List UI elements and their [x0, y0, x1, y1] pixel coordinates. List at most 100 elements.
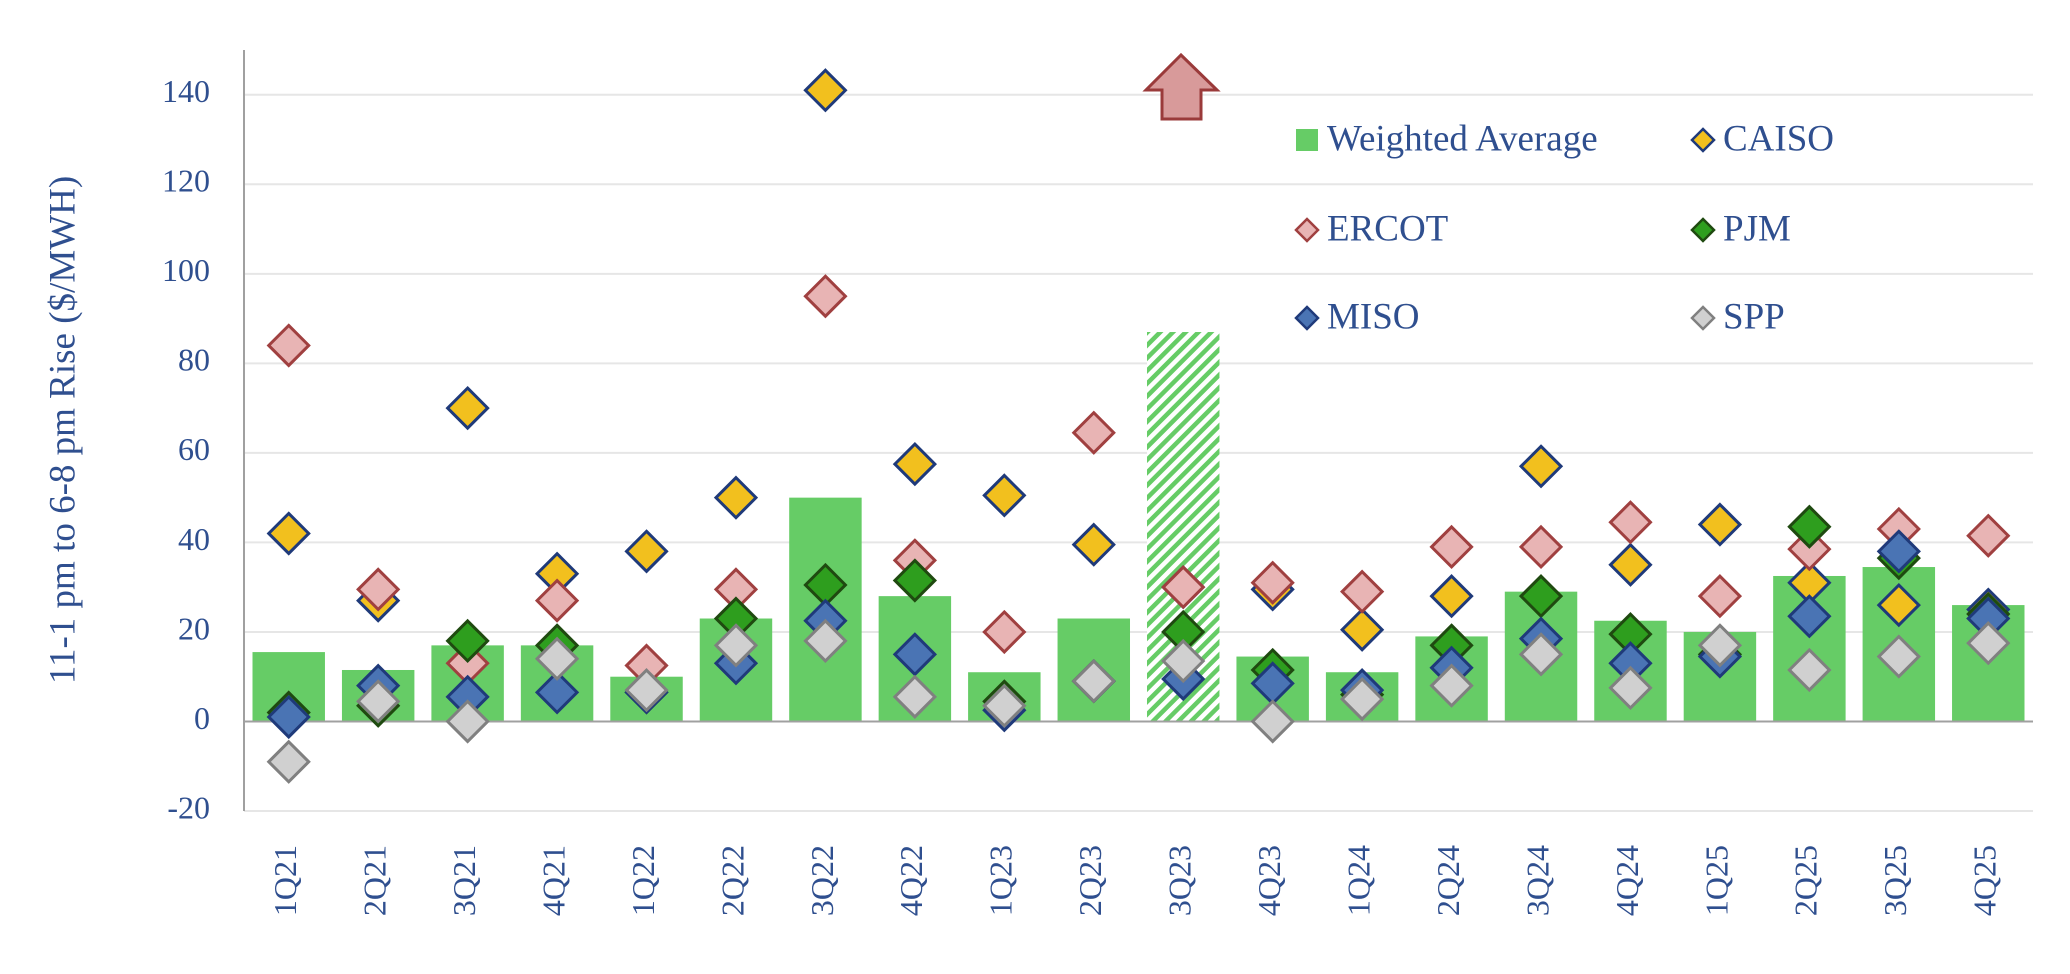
scatter-point	[1250, 560, 1295, 605]
x-tick-label: 2Q24	[1430, 845, 1466, 916]
scatter-point	[1071, 410, 1116, 455]
y-tick-label: 140	[162, 73, 210, 109]
legend-marker	[1690, 305, 1716, 331]
legend-marker	[1296, 129, 1318, 151]
scatter-point	[892, 558, 937, 603]
legend-marker	[1294, 217, 1320, 243]
legend-label: ERCOT	[1327, 208, 1448, 249]
scatter-point	[1071, 522, 1116, 567]
scatter-point	[892, 674, 937, 719]
x-tick-label: 1Q23	[983, 845, 1019, 916]
x-tick-label: 2Q25	[1788, 845, 1824, 916]
scatter-point	[356, 567, 401, 612]
scatter-point	[445, 385, 490, 431]
scatter-point	[1608, 542, 1653, 587]
scatter-point	[982, 609, 1027, 655]
y-tick-label: 100	[162, 252, 210, 288]
x-tick-label: 4Q21	[535, 845, 571, 916]
scatter-point	[1161, 638, 1206, 684]
scatter-point	[1429, 574, 1474, 619]
scatter-point	[1876, 529, 1921, 574]
x-tick-label: 1Q21	[267, 845, 303, 916]
scatter-point	[445, 699, 490, 744]
scatter-point	[266, 739, 311, 784]
scatter-point	[1071, 659, 1116, 704]
x-tick-label: 2Q22	[714, 845, 750, 916]
scatter-point	[1787, 527, 1832, 572]
x-tick-label: 4Q23	[1251, 845, 1287, 916]
scatter-point	[1876, 582, 1921, 628]
y-axis-label: 11-1 pm to 6-8 pm Rise ($/MWH)	[42, 176, 83, 684]
scatter-point	[803, 68, 848, 113]
scatter-point	[1340, 569, 1385, 614]
x-tick-label: 3Q25	[1877, 845, 1913, 916]
legend-marker	[1294, 305, 1320, 331]
scatter-point	[1697, 502, 1743, 547]
x-tick-label: 1Q24	[1340, 845, 1376, 916]
legend-label: Weighted Average	[1327, 118, 1598, 159]
x-tick-label: 3Q22	[804, 845, 840, 916]
y-tick-label: 120	[162, 163, 210, 199]
scatter-point	[1876, 634, 1921, 679]
scatter-point	[1429, 524, 1474, 570]
scatter-point	[1787, 594, 1832, 639]
scatter-point	[534, 670, 580, 715]
legend-marker	[1690, 127, 1716, 153]
legend-label: SPP	[1723, 296, 1785, 337]
x-tick-label: 3Q21	[446, 845, 482, 916]
y-tick-label: 60	[178, 431, 210, 467]
x-tick-label: 4Q22	[893, 845, 929, 916]
legend-label: PJM	[1723, 208, 1791, 249]
scatter-point	[982, 473, 1027, 518]
scatter-point	[1518, 632, 1564, 677]
scatter-point	[1518, 574, 1564, 619]
scatter-point	[1966, 513, 2011, 558]
off-scale-arrow	[1142, 52, 1221, 121]
y-tick-label: 80	[178, 342, 210, 378]
scatter-point	[1518, 444, 1564, 489]
y-tick-label: 20	[178, 610, 210, 646]
y-tick-label: -20	[167, 789, 210, 825]
scatter-point	[1787, 504, 1832, 549]
scatter-point	[266, 323, 311, 368]
scatter-point	[713, 623, 759, 668]
legend-marker	[1690, 217, 1716, 243]
scatter-point	[1340, 607, 1385, 652]
scatter-point	[266, 511, 311, 556]
scatter-point	[356, 679, 401, 724]
scatter-point	[1161, 565, 1206, 610]
scatter-point	[445, 618, 490, 664]
scatter-point	[1966, 621, 2011, 666]
scatter-point	[1608, 665, 1653, 711]
scatter-point	[624, 668, 669, 713]
scatter-point	[892, 632, 937, 677]
x-tick-label: 2Q21	[357, 845, 393, 916]
scatter-point	[534, 578, 580, 623]
scatter-point	[1250, 699, 1295, 744]
x-tick-label: 1Q25	[1698, 845, 1734, 916]
scatter-point	[1340, 676, 1385, 722]
x-tick-label: 4Q24	[1609, 845, 1645, 916]
scatter-point	[624, 529, 669, 574]
scatter-point	[534, 636, 580, 681]
scatter-point	[713, 475, 759, 520]
scatter-point	[982, 683, 1027, 728]
scatter-point	[1518, 524, 1564, 570]
scatter-point	[1608, 500, 1653, 545]
scatter-point	[1697, 623, 1743, 668]
x-tick-label: 4Q25	[1967, 845, 2003, 916]
scatter-point	[1697, 574, 1743, 619]
plot-area: -20 0 20 40 60 80 100 120 140 1Q21 2Q21 3Q21 4Q21 1Q2…	[162, 50, 2033, 916]
scatter-point	[803, 274, 848, 319]
x-tick-label: 3Q23	[1162, 845, 1198, 916]
scatter-point	[803, 618, 848, 664]
y-tick-label: 0	[194, 700, 210, 736]
y-tick-label: 40	[178, 521, 210, 557]
scatter-point	[892, 441, 937, 487]
scatter-point	[1787, 647, 1832, 693]
x-tick-label: 2Q23	[1072, 845, 1108, 916]
scatter-point	[1429, 663, 1474, 708]
legend-label: MISO	[1327, 296, 1420, 337]
x-tick-label: 3Q24	[1519, 845, 1555, 916]
